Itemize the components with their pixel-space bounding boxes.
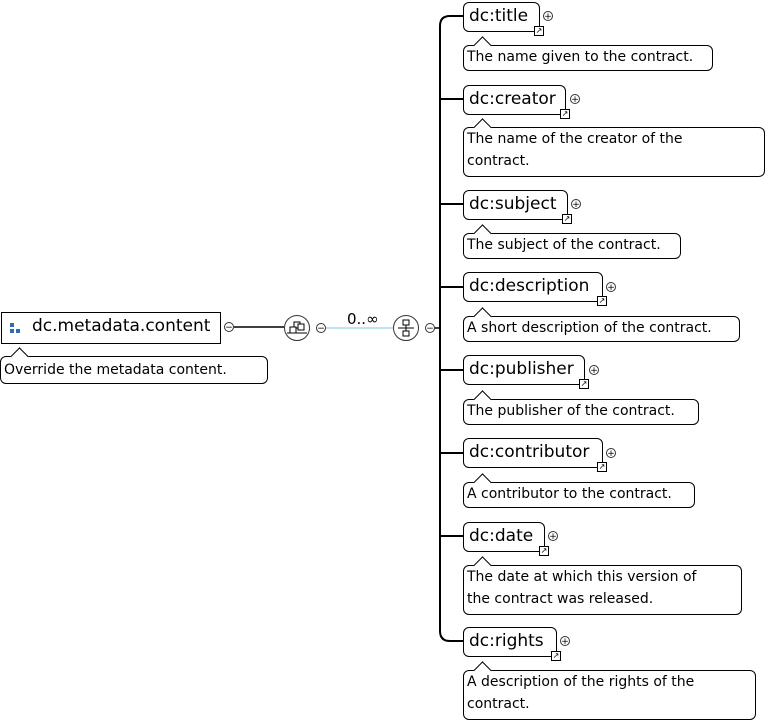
annotation-text: contract.	[467, 696, 530, 712]
expand-icon[interactable]: +	[543, 11, 553, 22]
expand-icon[interactable]: +	[606, 448, 616, 459]
element-label: dc:rights	[469, 631, 544, 651]
root-element[interactable]: dc.metadata.content	[1, 312, 221, 344]
reference-arrow-icon: ↗	[562, 214, 572, 224]
annotation-dc-contributor: A contributor to the contract.	[463, 473, 695, 508]
element-dc-publisher[interactable]: dc:publisher ↗	[463, 355, 589, 389]
annotation-text: contract.	[467, 153, 530, 169]
root-annotation-text: Override the metadata content.	[4, 362, 227, 378]
annotation-text: The name of the creator of the	[467, 131, 683, 147]
reference-arrow-icon: ↗	[579, 379, 589, 389]
element-label: dc:description	[469, 276, 590, 296]
element-label: dc:title	[469, 6, 529, 26]
annotation-dc-creator: The name of the creator of the contract.	[463, 118, 765, 177]
annotation-text: The subject of the contract.	[467, 237, 661, 253]
sequence-glyph	[398, 319, 414, 337]
annotation-dc-date: The date at which this version of the co…	[463, 556, 742, 615]
reference-arrow-icon: ↗	[551, 651, 561, 661]
annotation-dc-subject: The subject of the contract.	[463, 224, 681, 259]
expand-icon[interactable]: +	[606, 282, 616, 293]
annotation-text: The date at which this version of	[467, 569, 697, 585]
reference-arrow-icon: ↗	[539, 546, 549, 556]
annotation-text: the contract was released.	[467, 591, 654, 607]
annotation-text: A contributor to the contract.	[467, 486, 672, 502]
reference-arrow-icon: ↗	[534, 26, 544, 36]
annotation-text: The publisher of the contract.	[467, 403, 675, 419]
annotation-dc-rights: A description of the rights of the contr…	[463, 661, 756, 720]
annotation-dc-publisher: The publisher of the contract.	[463, 390, 699, 425]
expand-icon[interactable]: +	[560, 636, 570, 647]
collapse-icon[interactable]: −	[224, 322, 234, 333]
reference-arrow-icon: ↗	[597, 296, 607, 306]
expand-icon[interactable]: +	[570, 94, 580, 105]
compositor-icon[interactable]	[284, 315, 310, 341]
element-label: dc:date	[469, 526, 534, 546]
collapse-icon[interactable]: −	[425, 323, 435, 334]
expand-icon[interactable]: +	[548, 531, 558, 542]
annotation-dc-description: A short description of the contract.	[463, 307, 740, 342]
element-dc-contributor[interactable]: dc:contributor ↗	[463, 438, 607, 472]
root-annotation: Override the metadata content.	[0, 347, 268, 384]
element-dc-subject[interactable]: dc:subject ↗	[463, 190, 572, 224]
element-label: dc:contributor	[469, 442, 590, 462]
annotation-text: The name given to the contract.	[467, 49, 694, 65]
annotation-text: A short description of the contract.	[467, 320, 712, 336]
element-dc-date[interactable]: dc:date ↗	[463, 522, 549, 556]
sequence-icon[interactable]	[393, 315, 419, 341]
element-icon	[10, 323, 20, 333]
element-dc-rights[interactable]: dc:rights ↗	[463, 627, 561, 661]
root-element-label: dc.metadata.content	[32, 316, 211, 336]
occurrence-label: 0..∞	[347, 310, 379, 328]
element-dc-description[interactable]: dc:description ↗	[463, 272, 607, 306]
element-label: dc:subject	[469, 194, 557, 214]
compositor-glyph	[287, 321, 307, 334]
element-dc-title[interactable]: dc:title ↗	[463, 2, 544, 36]
annotation-text: A description of the rights of the	[467, 674, 695, 690]
collapse-icon[interactable]: −	[316, 323, 326, 334]
element-label: dc:publisher	[469, 359, 574, 379]
element-dc-creator[interactable]: dc:creator ↗	[463, 85, 570, 119]
element-label: dc:creator	[469, 89, 556, 109]
expand-icon[interactable]: +	[589, 365, 599, 376]
reference-arrow-icon: ↗	[597, 462, 607, 472]
reference-arrow-icon: ↗	[560, 109, 570, 119]
expand-icon[interactable]: +	[571, 199, 581, 210]
annotation-dc-title: The name given to the contract.	[463, 36, 713, 71]
